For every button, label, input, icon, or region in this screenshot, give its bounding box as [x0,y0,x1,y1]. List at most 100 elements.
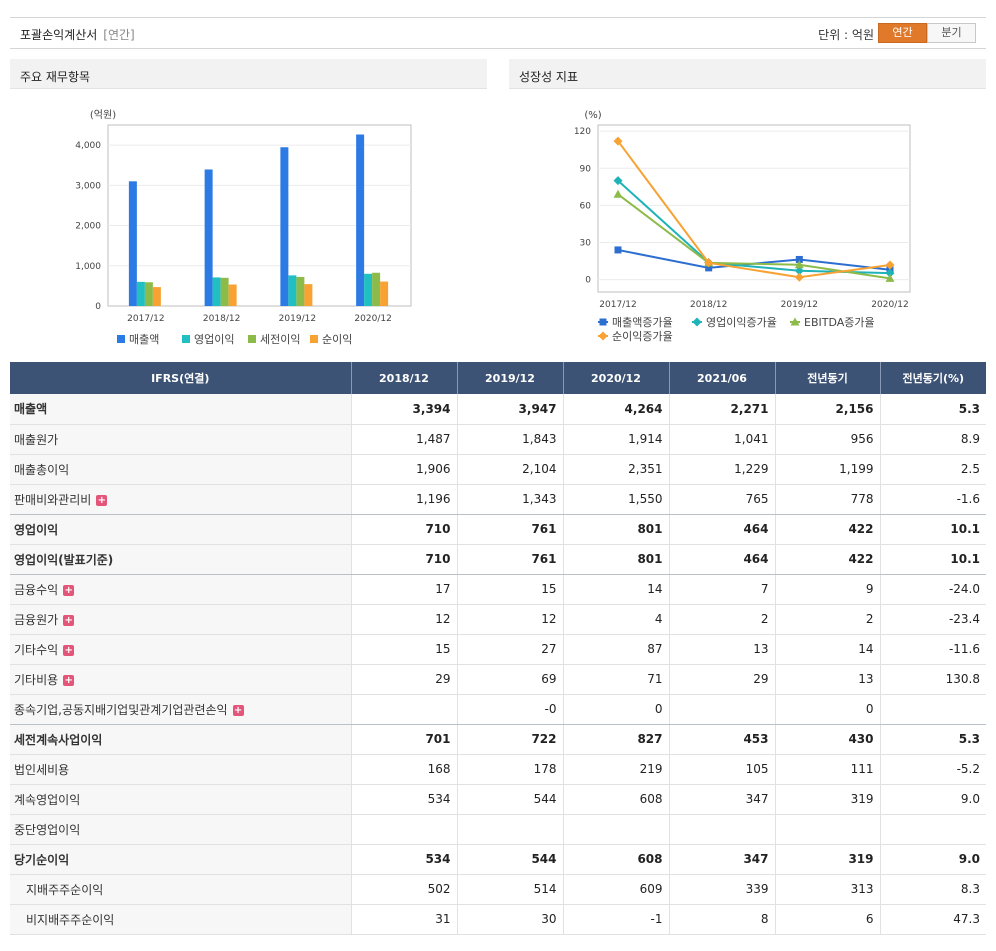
table-cell: 168 [351,754,458,785]
expand-icon[interactable]: + [63,584,75,596]
table-cell: 30 [457,904,564,935]
row-label-text: 법인세비용 [14,762,70,777]
income-statement-table: IFRS(연결) 2018/12 2019/12 2020/12 2021/06 전년동기… [10,362,986,935]
table-cell: 701 [351,724,458,755]
table-cell: 778 [775,484,881,515]
table-cell: -23.4 [880,604,986,635]
table-cell: 71 [563,664,670,695]
table-cell: 2,351 [563,454,670,485]
y-tick-label: 0 [585,276,591,286]
table-cell: 313 [775,874,881,905]
table-cell: 9.0 [880,844,986,875]
table-cell: 13 [775,664,881,695]
legend-swatch [310,335,318,343]
y-tick-label: 120 [574,127,591,137]
statement-period: [연간] [103,28,135,42]
table-cell: 3,394 [351,394,458,425]
table-cell: 10.1 [880,544,986,575]
table-cell: 1,041 [669,424,776,455]
table-cell: 130.8 [880,664,986,695]
row-label-text: 영업이익 [14,522,59,537]
row-label: 법인세비용 [10,754,352,785]
row-label-text: 계속영업이익 [14,792,81,807]
table-row: 세전계속사업이익 701 722 827 453 430 5.3 [10,724,986,755]
bar [204,169,213,306]
row-label-text: 중단영업이익 [14,822,81,837]
table-cell: 2.5 [880,454,986,485]
expand-icon[interactable]: + [63,674,75,686]
table-row: 금융수익 +17 15 14 7 9 -24.0 [10,574,986,605]
bar [152,287,161,306]
table-cell: 514 [457,874,564,905]
row-label: 당기순이익 [10,844,352,875]
table-header-row: IFRS(연결) 2018/12 2019/12 2020/12 2021/06 전년동기… [10,362,986,394]
table-cell: 827 [563,724,670,755]
row-label-text: 영업이익(발표기준) [14,552,114,567]
table-cell: 722 [457,724,564,755]
tab-annual[interactable]: 연간 [878,23,927,43]
data-point [614,246,622,254]
table-cell: 9.0 [880,784,986,815]
table-cell: 422 [775,544,881,575]
table-cell: 2,271 [669,394,776,425]
table-cell: 29 [351,664,458,695]
column-header: IFRS(연결) [10,362,352,394]
bar [356,134,365,306]
table-cell: 6 [775,904,881,935]
row-label: 매출액 [10,394,352,425]
row-label: 매출총이익 [10,454,352,485]
table-cell: 761 [457,544,564,575]
expand-icon[interactable]: + [232,704,244,716]
table-cell [669,814,776,845]
legend-label: EBITDA증가율 [804,316,875,329]
row-label-text: 매출총이익 [14,462,70,477]
row-label-text: 금융수익 [14,582,59,597]
tab-quarterly[interactable]: 분기 [927,23,976,43]
expand-icon[interactable]: + [63,644,75,656]
table-cell: 13 [669,634,776,665]
table-cell: 544 [457,784,564,815]
table-cell: 8 [669,904,776,935]
legend-label: 매출액증가율 [612,316,673,329]
table-cell: -11.6 [880,634,986,665]
financial-items-chart: (억원) 0 1,000 2,000 3,000 4,000 2017/12 2018/12 2… [75,109,412,346]
table-row: 비지배주주순이익 31 30 -1 8 6 47.3 [10,904,986,935]
table-cell: 1,343 [457,484,564,515]
row-label: 계속영업이익 [10,784,352,815]
table-cell: 608 [563,844,670,875]
bar [380,281,389,306]
growth-chart: (%) 0 30 60 90 120 2017/12 2018/12 2019/12 2020/1… [574,110,911,343]
table-cell: 710 [351,544,458,575]
table-cell: 339 [669,874,776,905]
row-label: 영업이익 [10,514,352,545]
bar [136,281,145,306]
data-point [704,258,714,268]
table-cell: -24.0 [880,574,986,605]
x-tick-label: 2020/12 [354,314,391,324]
row-label: 기타비용 + [10,664,352,695]
table-cell: 319 [775,844,881,875]
bar [296,276,305,306]
table-cell: 453 [669,724,776,755]
row-label: 비지배주주순이익 [10,904,352,935]
table-row: 법인세비용 168 178 219 105 111 -5.2 [10,754,986,785]
table-cell [563,814,670,845]
table-cell: 29 [669,664,776,695]
table-cell: 17 [351,574,458,605]
table-cell: 609 [563,874,670,905]
data-point [613,176,623,186]
table-cell [775,814,881,845]
table-cell: 1,906 [351,454,458,485]
column-header: 2019/12 [457,362,564,394]
table-cell: 1,843 [457,424,564,455]
expand-icon[interactable]: + [63,614,75,626]
x-tick-label: 2018/12 [203,314,240,324]
bar [288,275,297,306]
bar [280,147,289,306]
data-point [705,264,713,272]
legend-label: 순이익 [322,333,352,346]
financial-items-title: 주요 재무항목 [10,59,487,89]
expand-icon[interactable]: + [96,494,108,506]
table-cell: 534 [351,784,458,815]
table-cell [880,814,986,845]
